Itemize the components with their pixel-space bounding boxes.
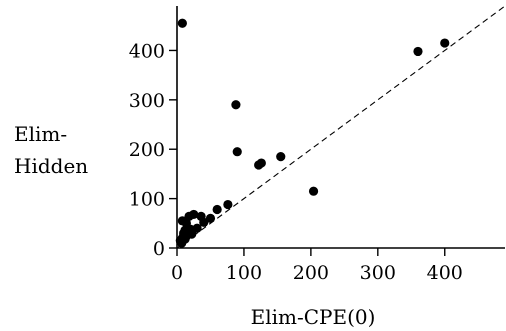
x-tick-label: 100 bbox=[226, 262, 262, 284]
x-tick-label: 0 bbox=[171, 262, 183, 284]
data-point bbox=[308, 186, 319, 196]
y-tick-label: 200 bbox=[129, 139, 165, 161]
data-point bbox=[276, 152, 286, 162]
x-tick-label: 200 bbox=[293, 262, 329, 284]
data-point bbox=[177, 18, 187, 28]
axis-ticks: 0 100 200 300 400 0 100 200 300 400 bbox=[129, 40, 463, 284]
data-point bbox=[231, 100, 241, 110]
data-point bbox=[256, 158, 266, 168]
data-point bbox=[196, 211, 206, 221]
data-point bbox=[223, 199, 233, 210]
data-point bbox=[413, 46, 423, 57]
y-tick-label: 400 bbox=[129, 40, 165, 62]
data-point bbox=[205, 213, 216, 223]
y-axis-label-line1: Elim- bbox=[14, 122, 67, 146]
data-point bbox=[179, 231, 189, 241]
data-point bbox=[440, 38, 450, 48]
data-point bbox=[232, 147, 242, 157]
data-point bbox=[212, 204, 222, 215]
reference-line-y-equals-x bbox=[176, 5, 506, 249]
y-tick-label: 300 bbox=[129, 90, 165, 112]
y-tick-label: 100 bbox=[129, 189, 165, 211]
x-tick-label: 300 bbox=[360, 262, 396, 284]
data-point bbox=[184, 211, 194, 221]
x-tick-label: 400 bbox=[427, 262, 463, 284]
y-tick-label: 0 bbox=[153, 238, 165, 260]
plot-area bbox=[175, 5, 506, 249]
x-axis-label: Elim-CPE(0) bbox=[251, 305, 376, 329]
y-axis-label-line2: Hidden bbox=[14, 154, 88, 178]
